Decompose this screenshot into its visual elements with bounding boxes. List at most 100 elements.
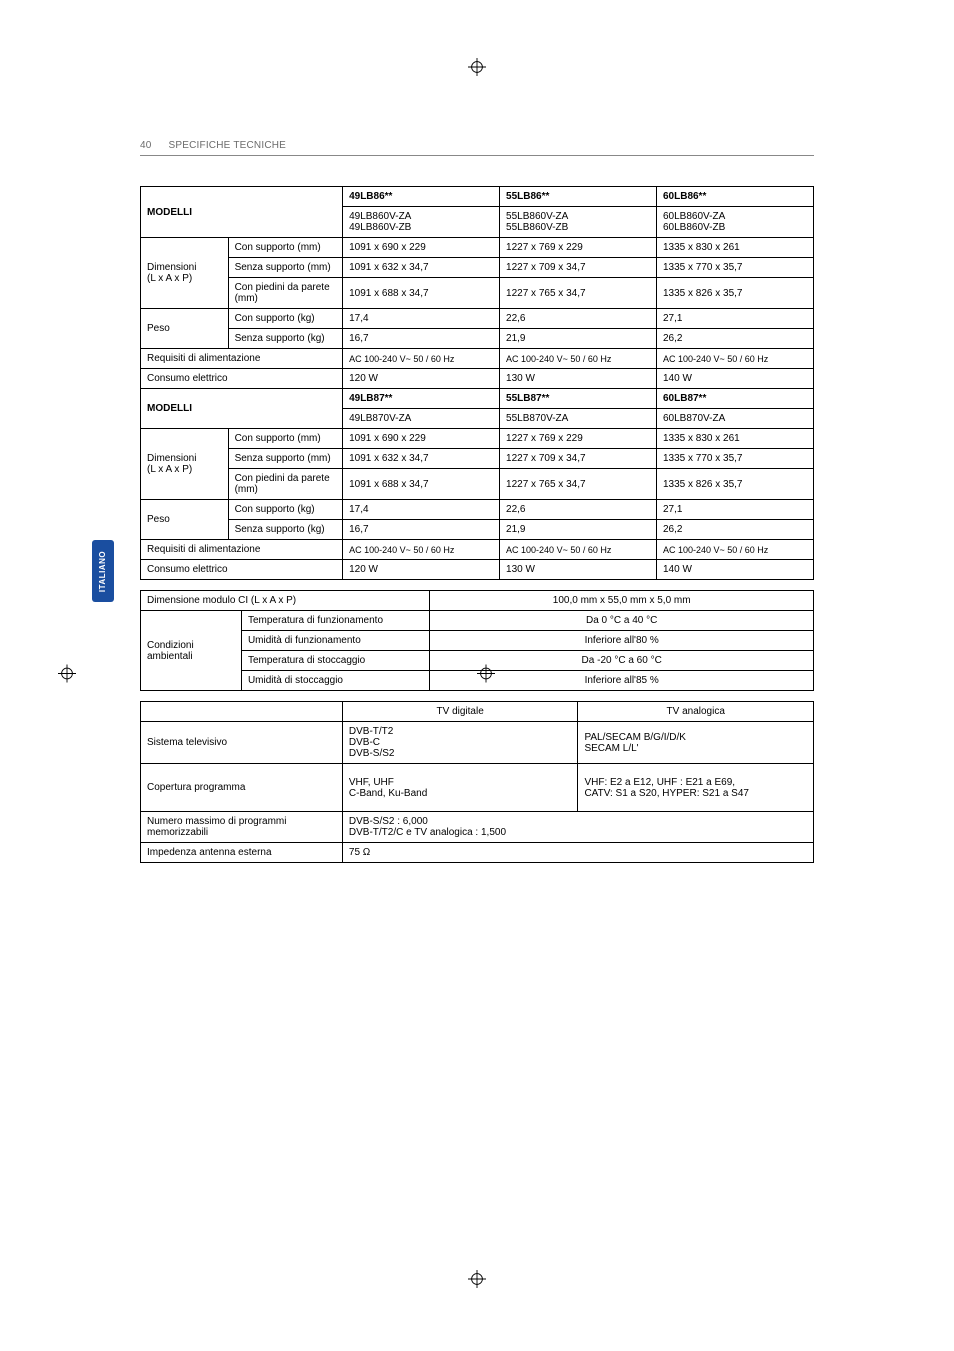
label-senza-supporto-kg-2: Senza supporto (kg) [228, 520, 343, 540]
t1-sub3: 60LB860V-ZA60LB860V-ZB [656, 207, 813, 238]
copertura-ana: VHF: E2 a E12, UHF : E21 a E69, CATV: S1… [578, 764, 814, 812]
sistema-label: Sistema televisivo [141, 722, 343, 764]
impedenza-label: Impedenza antenna esterna [141, 843, 343, 863]
umid-stoc-label: Umidità di stoccaggio [241, 671, 429, 691]
cell: AC 100-240 V~ 50 / 60 Hz [343, 349, 500, 369]
ci-label: Dimensione modulo CI (L x A x P) [141, 591, 430, 611]
cell: AC 100-240 V~ 50 / 60 Hz [343, 540, 500, 560]
numero-label: Numero massimo di programmi memorizzabil… [141, 812, 343, 843]
t2-h1: 49LB87** [343, 389, 500, 409]
label-dimensioni: Dimensioni(L x A x P) [141, 238, 229, 309]
temp-stoc-val: Da -20 °C a 60 °C [430, 651, 814, 671]
umid-funz-label: Umidità di funzionamento [241, 631, 429, 651]
env-table: Dimensione modulo CI (L x A x P) 100,0 m… [140, 590, 814, 691]
label-con-supporto-kg: Con supporto (kg) [228, 309, 343, 329]
t2-sub1: 49LB870V-ZA [343, 409, 500, 429]
label-senza-supporto-mm: Senza supporto (mm) [228, 258, 343, 278]
cell: 1091 x 690 x 229 [343, 238, 500, 258]
cell: 1091 x 688 x 34,7 [343, 278, 500, 309]
t2-h3: 60LB87** [656, 389, 813, 409]
cell: 1335 x 826 x 35,7 [656, 469, 813, 500]
cell: 140 W [656, 560, 813, 580]
umid-stoc-val: Inferiore all'85 % [430, 671, 814, 691]
t2-h2: 55LB87** [500, 389, 657, 409]
cell: 1227 x 769 x 229 [500, 429, 657, 449]
sistema-dig: DVB-T/T2 DVB-C DVB-S/S2 [342, 722, 578, 764]
cell: 26,2 [656, 520, 813, 540]
copertura-dig: VHF, UHF C-Band, Ku-Band [342, 764, 578, 812]
cell: 130 W [500, 560, 657, 580]
spec-table-main: MODELLI 49LB86** 55LB86** 60LB86** 49LB8… [140, 186, 814, 580]
cell: 140 W [656, 369, 813, 389]
cell: AC 100-240 V~ 50 / 60 Hz [500, 349, 657, 369]
label-senza-supporto-mm-2: Senza supporto (mm) [228, 449, 343, 469]
umid-funz-val: Inferiore all'80 % [430, 631, 814, 651]
cell: 26,2 [656, 329, 813, 349]
label-requisiti: Requisiti di alimentazione [141, 349, 343, 369]
cell: 1227 x 769 x 229 [500, 238, 657, 258]
section-title: SPECIFICHE TECNICHE [169, 140, 287, 151]
cond-label: Condizioni ambientali [141, 611, 242, 691]
cell: 27,1 [656, 500, 813, 520]
cell: 130 W [500, 369, 657, 389]
tv-table: TV digitale TV analogica Sistema televis… [140, 701, 814, 863]
cell: 1227 x 709 x 34,7 [500, 449, 657, 469]
t2-sub3: 60LB870V-ZA [656, 409, 813, 429]
cell: 1335 x 830 x 261 [656, 429, 813, 449]
t1-sub2: 55LB860V-ZA55LB860V-ZB [500, 207, 657, 238]
temp-funz-val: Da 0 °C a 40 °C [430, 611, 814, 631]
label-modelli: MODELLI [141, 187, 343, 238]
cell: 1091 x 690 x 229 [343, 429, 500, 449]
cell: 1335 x 770 x 35,7 [656, 449, 813, 469]
cell: 17,4 [343, 500, 500, 520]
label-con-supporto-mm: Con supporto (mm) [228, 238, 343, 258]
cell: 1335 x 830 x 261 [656, 238, 813, 258]
label-peso: Peso [141, 309, 229, 349]
cell: AC 100-240 V~ 50 / 60 Hz [500, 540, 657, 560]
numero-val: DVB-S/S2 : 6,000 DVB-T/T2/C e TV analogi… [342, 812, 813, 843]
page-content: 40 SPECIFICHE TECNICHE MODELLI 49LB86** … [0, 0, 954, 953]
cell: 22,6 [500, 500, 657, 520]
cell: 16,7 [343, 329, 500, 349]
impedenza-val: 75 Ω [342, 843, 813, 863]
page-number: 40 [140, 140, 152, 151]
label-con-piedini-mm: Con piedini da parete (mm) [228, 278, 343, 309]
cell: 1335 x 770 x 35,7 [656, 258, 813, 278]
cell: 1227 x 765 x 34,7 [500, 469, 657, 500]
label-peso-2: Peso [141, 500, 229, 540]
cell: 1091 x 632 x 34,7 [343, 258, 500, 278]
label-con-supporto-kg-2: Con supporto (kg) [228, 500, 343, 520]
cell: 1227 x 765 x 34,7 [500, 278, 657, 309]
cell: 1091 x 688 x 34,7 [343, 469, 500, 500]
t1-sub1: 49LB860V-ZA49LB860V-ZB [343, 207, 500, 238]
t2-sub2: 55LB870V-ZA [500, 409, 657, 429]
cell: AC 100-240 V~ 50 / 60 Hz [656, 540, 813, 560]
cell: 27,1 [656, 309, 813, 329]
tv-ana-header: TV analogica [578, 702, 814, 722]
label-modelli-2: MODELLI [141, 389, 343, 429]
blank-cell [141, 702, 343, 722]
cell: 120 W [343, 369, 500, 389]
cell: 22,6 [500, 309, 657, 329]
cell: 17,4 [343, 309, 500, 329]
tv-dig-header: TV digitale [342, 702, 578, 722]
t1-h3: 60LB86** [656, 187, 813, 207]
cell: AC 100-240 V~ 50 / 60 Hz [656, 349, 813, 369]
t1-h1: 49LB86** [343, 187, 500, 207]
temp-stoc-label: Temperatura di stoccaggio [241, 651, 429, 671]
t1-h2: 55LB86** [500, 187, 657, 207]
copertura-label: Copertura programma [141, 764, 343, 812]
cell: 1091 x 632 x 34,7 [343, 449, 500, 469]
label-con-supporto-mm-2: Con supporto (mm) [228, 429, 343, 449]
label-requisiti-2: Requisiti di alimentazione [141, 540, 343, 560]
registration-mark-bottom [468, 1270, 486, 1293]
cell: 120 W [343, 560, 500, 580]
label-dimensioni-2: Dimensioni(L x A x P) [141, 429, 229, 500]
label-consumo-2: Consumo elettrico [141, 560, 343, 580]
cell: 21,9 [500, 520, 657, 540]
sistema-ana: PAL/SECAM B/G/I/D/K SECAM L/L' [578, 722, 814, 764]
cell: 1227 x 709 x 34,7 [500, 258, 657, 278]
temp-funz-label: Temperatura di funzionamento [241, 611, 429, 631]
page-header: 40 SPECIFICHE TECNICHE [140, 140, 814, 156]
label-senza-supporto-kg: Senza supporto (kg) [228, 329, 343, 349]
